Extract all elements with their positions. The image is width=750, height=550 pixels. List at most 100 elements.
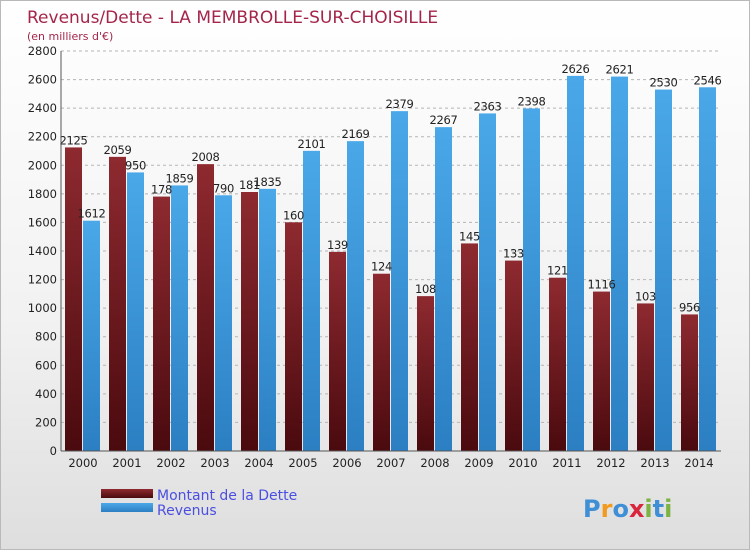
data-label: 178 <box>151 183 172 197</box>
data-label: 1835 <box>253 175 281 189</box>
bar-dette <box>109 156 126 451</box>
bar-dette <box>461 243 478 451</box>
legend-swatch-debt <box>101 489 153 498</box>
x-tick-label: 2007 <box>376 456 405 470</box>
y-tick-label: 200 <box>35 415 57 429</box>
data-label: 2546 <box>693 73 721 87</box>
y-axis-ticks: 0 200 400 600 800 1000 1200 1400 1600 1800 2000 220… <box>28 44 57 458</box>
y-tick-label: 1200 <box>28 273 57 287</box>
logo-letter: x <box>629 495 645 523</box>
proxiti-logo: Proxiti <box>583 495 672 523</box>
y-tick-label: 1400 <box>28 244 57 258</box>
legend: Montant de la Dette Revenus <box>101 488 297 519</box>
data-label: 103 <box>635 289 656 303</box>
x-tick-label: 2004 <box>244 456 273 470</box>
bar-revenus <box>215 195 232 451</box>
y-tick-label: 1000 <box>28 301 57 315</box>
bar-dette <box>65 147 82 451</box>
bar-revenus <box>171 185 188 451</box>
data-label: 2101 <box>297 137 325 151</box>
x-tick-label: 2013 <box>640 456 669 470</box>
y-tick-label: 2600 <box>28 73 57 87</box>
bar-revenus <box>655 89 672 452</box>
data-label: 2267 <box>429 113 457 127</box>
data-label: 181 <box>239 178 260 192</box>
x-tick-label: 2001 <box>112 456 141 470</box>
x-tick-label: 2009 <box>464 456 493 470</box>
data-label: 2363 <box>473 99 501 113</box>
data-label: 108 <box>415 282 436 296</box>
data-label: 2530 <box>649 76 677 90</box>
axes <box>60 51 721 452</box>
data-label: 2621 <box>605 63 633 77</box>
logo-letter: r <box>601 495 613 523</box>
data-label: 139 <box>327 238 348 252</box>
bar-dette <box>197 164 214 451</box>
y-tick-label: 2200 <box>28 130 57 144</box>
y-tick-label: 0 <box>50 444 57 458</box>
bar-revenus <box>127 172 144 451</box>
bar-revenus <box>83 220 100 451</box>
x-tick-label: 2002 <box>156 456 185 470</box>
data-label: 145 <box>459 229 480 243</box>
y-tick-label: 2400 <box>28 101 57 115</box>
logo-letter: o <box>612 495 629 523</box>
bar-revenus <box>303 150 320 451</box>
y-tick-label: 2800 <box>28 44 57 58</box>
data-label: 1116 <box>587 278 615 292</box>
y-tick-label: 1600 <box>28 215 57 229</box>
chart-subtitle: (en milliers d'€) <box>27 30 113 43</box>
data-label: 1859 <box>165 171 193 185</box>
bar-revenus <box>479 113 496 451</box>
logo-letter: i <box>664 495 672 523</box>
bar-revenus <box>567 75 584 451</box>
bar-revenus <box>523 108 540 451</box>
data-label: 1612 <box>77 207 105 221</box>
x-tick-label: 2010 <box>508 456 537 470</box>
x-tick-label: 2011 <box>552 456 581 470</box>
x-tick-label: 2006 <box>332 456 361 470</box>
y-tick-label: 800 <box>35 330 57 344</box>
data-label: 2125 <box>59 133 87 147</box>
logo-letter: P <box>583 495 601 523</box>
bar-revenus <box>391 111 408 452</box>
bar-revenus <box>347 141 364 451</box>
bars <box>65 75 716 452</box>
bar-dette <box>241 192 258 451</box>
bar-revenus <box>699 87 716 452</box>
data-label: 2059 <box>103 143 131 157</box>
data-label: 790 <box>213 181 234 195</box>
data-label: 2626 <box>561 62 589 76</box>
bar-dette <box>153 196 170 451</box>
logo-letter: t <box>653 495 664 523</box>
y-tick-label: 600 <box>35 358 57 372</box>
x-tick-label: 2005 <box>288 456 317 470</box>
x-tick-label: 2008 <box>420 456 449 470</box>
logo-text: Proxiti <box>583 495 672 523</box>
x-axis-ticks: 2000 2001 2002 2003 2004 2005 2006 2007 2008 2009… <box>68 456 713 470</box>
x-tick-label: 2014 <box>684 456 713 470</box>
bar-revenus <box>435 127 452 452</box>
bar-dette <box>681 314 698 451</box>
bar-dette <box>549 277 566 451</box>
data-label: 956 <box>679 300 700 314</box>
y-tick-label: 2000 <box>28 158 57 172</box>
data-label: 2398 <box>517 94 545 108</box>
bar-revenus <box>611 76 628 452</box>
data-label: 2379 <box>385 97 413 111</box>
data-label: 124 <box>371 260 392 274</box>
bar-revenus <box>259 188 276 451</box>
legend-swatch-revenus <box>101 503 153 512</box>
data-label: 2008 <box>191 150 219 164</box>
bar-dette <box>417 296 434 451</box>
data-label: 133 <box>503 247 524 261</box>
legend-label-debt: Montant de la Dette <box>157 488 297 504</box>
data-label: 160 <box>283 208 304 222</box>
bar-dette <box>285 222 302 451</box>
bar-dette <box>593 291 610 451</box>
logo-letter: i <box>644 495 652 523</box>
x-tick-label: 2000 <box>68 456 97 470</box>
